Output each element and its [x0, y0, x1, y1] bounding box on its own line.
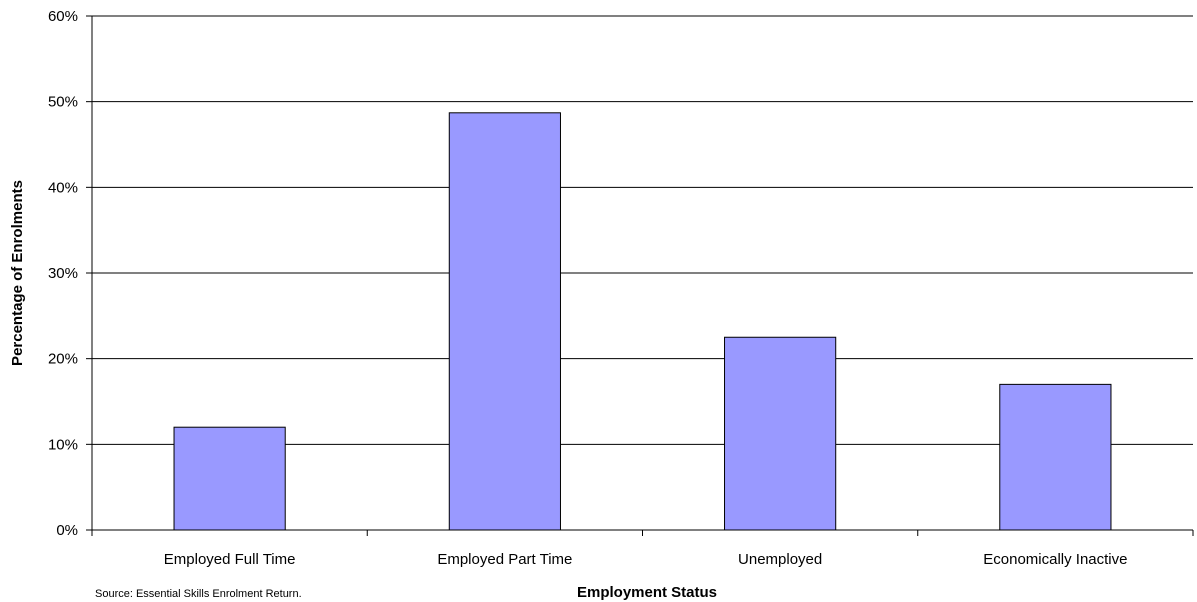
source-note: Source: Essential Skills Enrolment Retur… [95, 588, 302, 600]
axes [86, 15, 1194, 536]
bar [999, 383, 1112, 531]
y-tick-labels: 0% 10% 20% 30% 40% 50% 60% [48, 8, 78, 539]
y-tick-label: 60% [48, 8, 78, 25]
y-tick-label: 20% [48, 351, 78, 368]
x-axis-title: Employment Status [577, 584, 717, 601]
y-tick-label: 0% [56, 522, 78, 539]
gridlines [92, 15, 1193, 445]
y-axis-title: Percentage of Enrolments [9, 180, 26, 366]
x-tick-label: Economically Inactive [983, 551, 1127, 568]
bar [173, 426, 286, 531]
y-tick-label: 10% [48, 436, 78, 453]
x-tick-labels: Employed Full Time Employed Part Time Unem… [164, 551, 1128, 568]
bars [173, 112, 1112, 531]
y-tick-label: 30% [48, 265, 78, 282]
x-tick-label: Employed Part Time [437, 551, 572, 568]
x-tick-label: Unemployed [738, 551, 822, 568]
bar [448, 112, 561, 531]
x-tick-label: Employed Full Time [164, 551, 296, 568]
y-tick-label: 40% [48, 179, 78, 196]
y-tick-label: 50% [48, 94, 78, 111]
bar [724, 336, 837, 531]
